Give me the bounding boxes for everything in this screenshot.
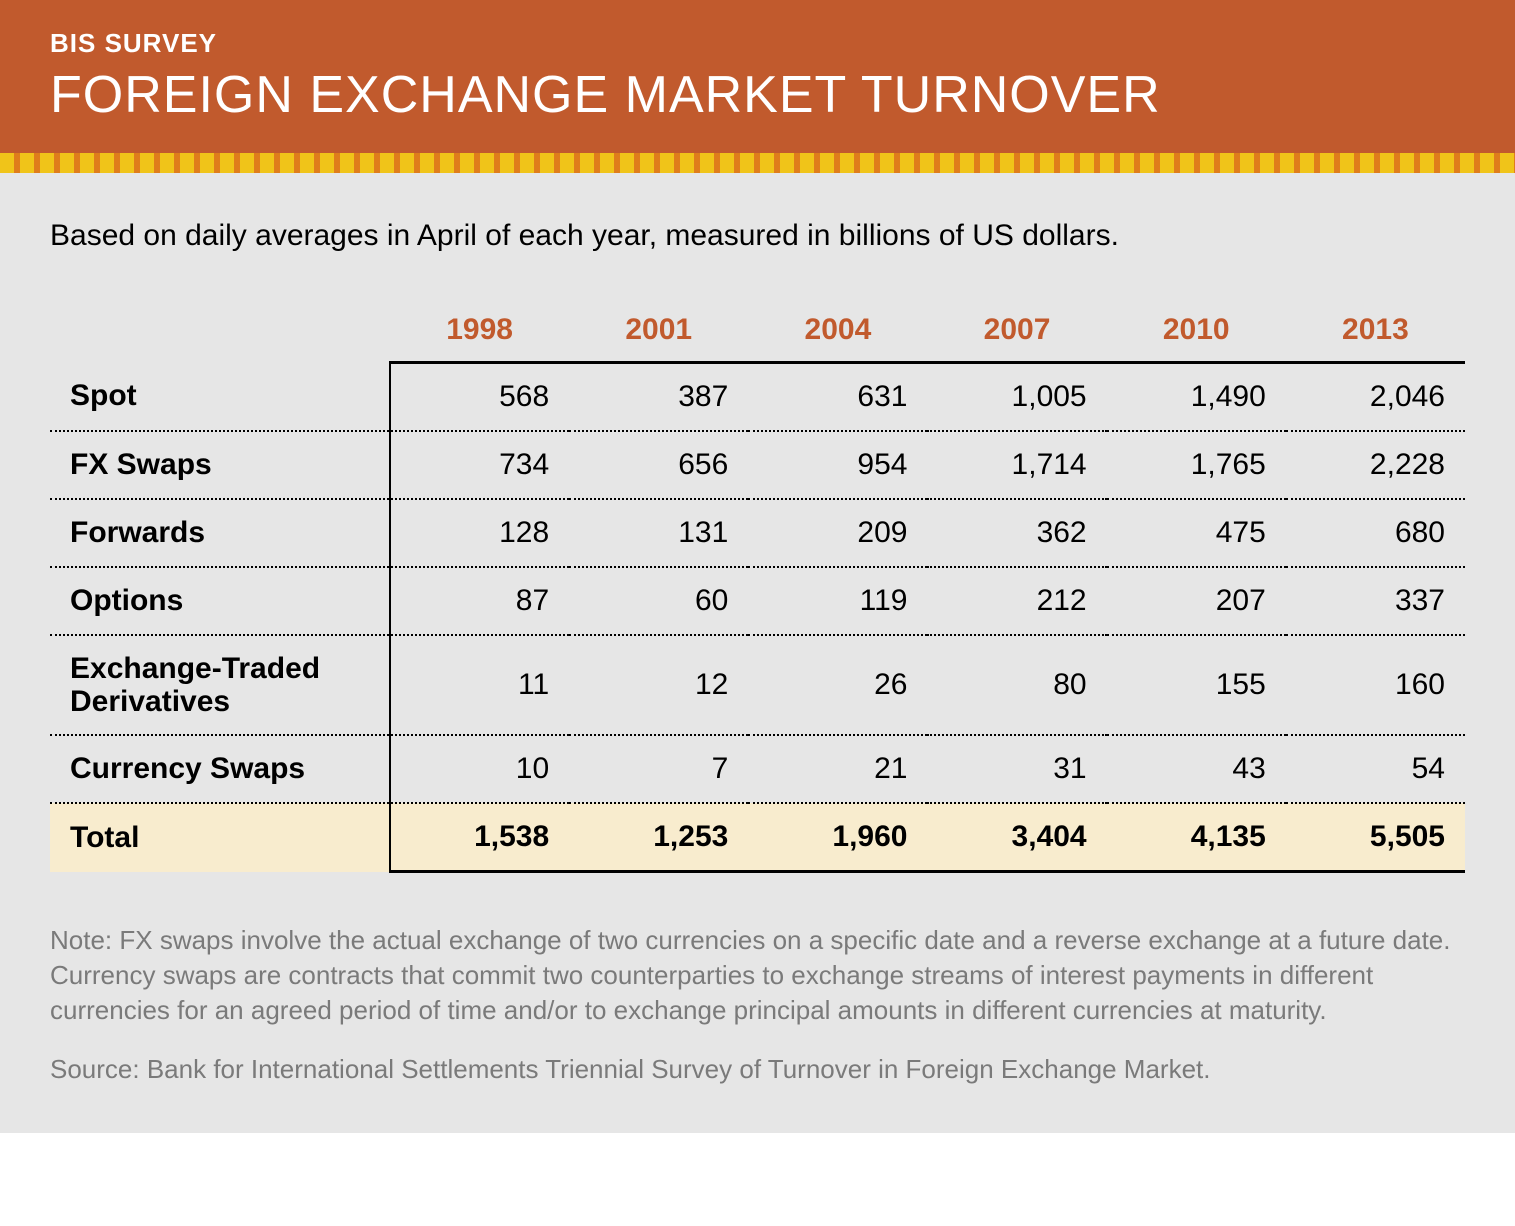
cell: 475 — [1107, 499, 1286, 567]
table-row: Currency Swaps 10 7 21 31 43 54 — [50, 735, 1465, 803]
row-label: Options — [50, 567, 390, 635]
cell: 656 — [569, 431, 748, 499]
cell: 212 — [927, 567, 1106, 635]
cell: 734 — [390, 431, 569, 499]
cell: 387 — [569, 363, 748, 432]
total-cell: 3,404 — [927, 803, 1106, 872]
cell: 160 — [1286, 635, 1465, 735]
cell: 2,228 — [1286, 431, 1465, 499]
cell: 1,714 — [927, 431, 1106, 499]
total-cell: 1,538 — [390, 803, 569, 872]
table-row: FX Swaps 734 656 954 1,714 1,765 2,228 — [50, 431, 1465, 499]
col-header: 2010 — [1107, 303, 1286, 363]
table-header-row: 1998 2001 2004 2007 2010 2013 — [50, 303, 1465, 363]
cell: 631 — [748, 363, 927, 432]
infographic-card: BIS SURVEY FOREIGN EXCHANGE MARKET TURNO… — [0, 0, 1515, 1133]
total-cell: 1,960 — [748, 803, 927, 872]
cell: 209 — [748, 499, 927, 567]
row-label: Currency Swaps — [50, 735, 390, 803]
total-cell: 1,253 — [569, 803, 748, 872]
col-header: 1998 — [390, 303, 569, 363]
table-row: Options 87 60 119 212 207 337 — [50, 567, 1465, 635]
turnover-table: 1998 2001 2004 2007 2010 2013 Spot 568 3… — [50, 303, 1465, 873]
header-eyebrow: BIS SURVEY — [50, 28, 1465, 59]
row-label: Forwards — [50, 499, 390, 567]
cell: 80 — [927, 635, 1106, 735]
cell: 1,765 — [1107, 431, 1286, 499]
cell: 131 — [569, 499, 748, 567]
cell: 1,005 — [927, 363, 1106, 432]
cell: 10 — [390, 735, 569, 803]
cell: 155 — [1107, 635, 1286, 735]
cell: 568 — [390, 363, 569, 432]
header-title: FOREIGN EXCHANGE MARKET TURNOVER — [50, 65, 1465, 125]
cell: 31 — [927, 735, 1106, 803]
cell: 2,046 — [1286, 363, 1465, 432]
cell: 1,490 — [1107, 363, 1286, 432]
cell: 87 — [390, 567, 569, 635]
table-bottom-rule — [50, 872, 1465, 874]
table-total-row: Total 1,538 1,253 1,960 3,404 4,135 5,50… — [50, 803, 1465, 872]
cell: 12 — [569, 635, 748, 735]
col-header: 2004 — [748, 303, 927, 363]
header-bar: BIS SURVEY FOREIGN EXCHANGE MARKET TURNO… — [0, 0, 1515, 153]
cell: 128 — [390, 499, 569, 567]
col-header: 2013 — [1286, 303, 1465, 363]
table-body: Spot 568 387 631 1,005 1,490 2,046 FX Sw… — [50, 363, 1465, 804]
cell: 26 — [748, 635, 927, 735]
card-body: Based on daily averages in April of each… — [0, 173, 1515, 1133]
table-row: Forwards 128 131 209 362 475 680 — [50, 499, 1465, 567]
cell: 7 — [569, 735, 748, 803]
cell: 119 — [748, 567, 927, 635]
row-label: FX Swaps — [50, 431, 390, 499]
source-text: Source: Bank for International Settlemen… — [50, 1052, 1465, 1087]
cell: 954 — [748, 431, 927, 499]
row-label: Spot — [50, 363, 390, 432]
cell: 207 — [1107, 567, 1286, 635]
intro-text: Based on daily averages in April of each… — [50, 219, 1465, 253]
header-stripe — [0, 153, 1515, 173]
cell: 54 — [1286, 735, 1465, 803]
cell: 337 — [1286, 567, 1465, 635]
cell: 680 — [1286, 499, 1465, 567]
table-row: Spot 568 387 631 1,005 1,490 2,046 — [50, 363, 1465, 432]
cell: 362 — [927, 499, 1106, 567]
cell: 60 — [569, 567, 748, 635]
row-label: Exchange-Traded Derivatives — [50, 635, 390, 735]
total-cell: 5,505 — [1286, 803, 1465, 872]
cell: 21 — [748, 735, 927, 803]
footnote-text: Note: FX swaps involve the actual exchan… — [50, 923, 1465, 1028]
total-label: Total — [50, 803, 390, 872]
cell: 11 — [390, 635, 569, 735]
col-header: 2001 — [569, 303, 748, 363]
total-cell: 4,135 — [1107, 803, 1286, 872]
table-row: Exchange-Traded Derivatives 11 12 26 80 … — [50, 635, 1465, 735]
table-corner-blank — [50, 303, 390, 363]
col-header: 2007 — [927, 303, 1106, 363]
cell: 43 — [1107, 735, 1286, 803]
